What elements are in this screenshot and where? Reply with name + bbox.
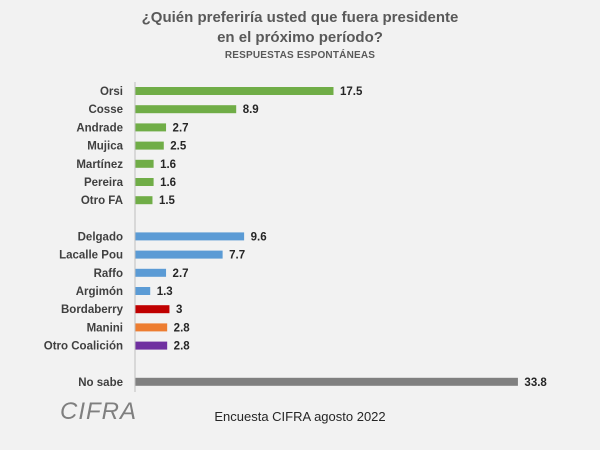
tick-label-orsi: Orsi [100, 86, 123, 98]
bar-lacalle-pou [135, 250, 223, 259]
bar-manini [135, 323, 168, 332]
tick-label-no-sabe: No sabe [78, 377, 123, 389]
bar-raffo [135, 268, 167, 277]
bar-otro-coalicion [135, 341, 168, 350]
data-label-orsi: 17.5 [340, 86, 363, 98]
bar-argimon [135, 287, 151, 295]
tick-label-cosse: Cosse [88, 104, 123, 116]
data-label-cosse: 8.9 [243, 104, 259, 116]
data-label-raffo: 2.7 [173, 268, 189, 280]
data-label-andrade: 2.7 [173, 122, 189, 134]
data-label-argimon: 1.3 [157, 286, 173, 298]
data-label-otro-fa: 1.5 [159, 195, 176, 207]
tick-label-andrade: Andrade [76, 122, 123, 134]
chart-title-line-2: en el próximo período? [217, 29, 383, 46]
tick-label-otro-fa: Otro FA [81, 195, 123, 207]
bar-otro-fa [135, 196, 153, 205]
bar-no-sabe [135, 377, 518, 386]
bar-martinez [135, 159, 154, 168]
chart-title: ¿Quién preferiría usted que fuera presid… [0, 8, 600, 48]
tick-label-lacalle-pou: Lacalle Pou [59, 250, 123, 262]
tick-label-delgado: Delgado [78, 231, 123, 243]
source-note: Encuesta CIFRA agosto 2022 [214, 409, 386, 424]
chart-subtitle: RESPUESTAS ESPONTÁNEAS [224, 50, 376, 61]
bar-mujica [135, 141, 164, 150]
tick-label-raffo: Raffo [94, 268, 123, 280]
bar-pereira [135, 178, 154, 186]
data-label-pereira: 1.6 [160, 177, 176, 189]
bar-bordaberry [135, 305, 170, 314]
data-label-martinez: 1.6 [160, 159, 176, 171]
bar-andrade [135, 123, 167, 132]
tick-label-mujica: Mujica [87, 141, 123, 153]
tick-label-martinez: Martínez [76, 159, 123, 171]
tick-label-argimon: Argimón [76, 286, 123, 298]
data-label-bordaberry: 3 [176, 304, 182, 316]
data-label-no-sabe: 33.8 [524, 377, 547, 389]
tick-label-manini: Manini [87, 322, 123, 334]
bar-cosse [135, 105, 237, 114]
data-label-otro-coalicion: 2.8 [174, 341, 191, 353]
tick-label-bordaberry: Bordaberry [61, 304, 124, 316]
bar-orsi [135, 87, 334, 95]
data-label-mujica: 2.5 [170, 141, 187, 153]
cifra-logo: CIFRA [60, 398, 137, 425]
data-label-manini: 2.8 [174, 322, 191, 334]
tick-label-otro-coalicion: Otro Coalición [44, 341, 123, 353]
bar-delgado [135, 232, 245, 241]
data-label-lacalle-pou: 7.7 [229, 250, 245, 262]
tick-label-pereira: Pereira [84, 177, 124, 189]
data-label-delgado: 9.6 [251, 231, 267, 243]
chart-title-line-1: ¿Quién preferiría usted que fuera presid… [141, 9, 459, 26]
